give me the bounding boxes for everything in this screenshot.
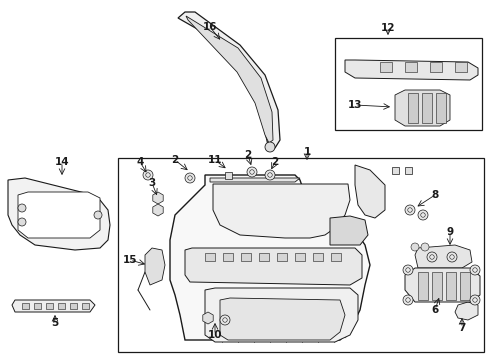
Circle shape [94, 211, 102, 219]
Circle shape [446, 252, 456, 262]
Bar [58, 303, 65, 309]
Bar [223, 253, 232, 261]
Bar [459, 272, 469, 300]
Bar [82, 303, 89, 309]
Text: 12: 12 [380, 23, 394, 33]
Text: 14: 14 [55, 157, 69, 167]
Bar [334, 38, 481, 130]
Polygon shape [184, 248, 361, 285]
Polygon shape [354, 165, 384, 218]
Polygon shape [152, 192, 163, 204]
Text: 13: 13 [347, 100, 362, 110]
Bar [391, 167, 398, 174]
Bar [34, 303, 41, 309]
Polygon shape [379, 62, 391, 72]
Bar [312, 253, 323, 261]
Polygon shape [145, 248, 164, 285]
Bar [431, 272, 441, 300]
Polygon shape [8, 178, 110, 250]
Polygon shape [329, 216, 367, 245]
Polygon shape [204, 288, 357, 342]
Polygon shape [152, 204, 163, 216]
Circle shape [18, 218, 26, 226]
Bar [330, 253, 340, 261]
Polygon shape [203, 312, 213, 324]
Bar [241, 253, 250, 261]
Circle shape [426, 252, 436, 262]
Circle shape [410, 243, 418, 251]
Text: 3: 3 [148, 178, 155, 188]
Polygon shape [414, 245, 471, 268]
Text: 11: 11 [207, 155, 222, 165]
Polygon shape [404, 268, 479, 302]
Polygon shape [178, 12, 280, 148]
Bar [407, 93, 417, 123]
Bar [204, 253, 215, 261]
Bar [118, 158, 483, 352]
Circle shape [420, 243, 428, 251]
Bar [70, 303, 77, 309]
Polygon shape [213, 184, 349, 238]
Circle shape [220, 315, 229, 325]
Bar [435, 93, 445, 123]
Circle shape [469, 295, 479, 305]
Polygon shape [209, 178, 299, 182]
Bar [294, 253, 305, 261]
Circle shape [402, 295, 412, 305]
Circle shape [402, 265, 412, 275]
Polygon shape [429, 62, 441, 72]
Text: 2: 2 [271, 157, 278, 167]
Text: 9: 9 [446, 227, 453, 237]
Bar [259, 253, 268, 261]
Circle shape [18, 204, 26, 212]
Polygon shape [220, 298, 345, 340]
Text: 16: 16 [203, 22, 217, 32]
Bar [224, 172, 231, 179]
Bar [417, 272, 427, 300]
Circle shape [264, 170, 274, 180]
Polygon shape [18, 192, 100, 238]
Polygon shape [185, 16, 272, 143]
Polygon shape [12, 300, 95, 312]
Bar [22, 303, 29, 309]
Circle shape [246, 167, 257, 177]
Polygon shape [394, 90, 449, 126]
Circle shape [417, 210, 427, 220]
Text: 10: 10 [207, 330, 222, 340]
Text: 1: 1 [303, 147, 310, 157]
Text: 6: 6 [430, 305, 438, 315]
Text: 15: 15 [122, 255, 137, 265]
Text: 8: 8 [430, 190, 438, 200]
Circle shape [142, 170, 153, 180]
Polygon shape [404, 62, 416, 72]
Bar [276, 253, 286, 261]
Text: 2: 2 [244, 150, 251, 160]
Text: 4: 4 [136, 157, 143, 167]
Text: 5: 5 [51, 318, 59, 328]
Bar [46, 303, 53, 309]
Bar [421, 93, 431, 123]
Circle shape [184, 173, 195, 183]
Bar [445, 272, 455, 300]
Polygon shape [345, 60, 477, 80]
Circle shape [404, 205, 414, 215]
Polygon shape [170, 175, 369, 340]
Circle shape [264, 142, 274, 152]
Text: 7: 7 [457, 323, 465, 333]
Circle shape [469, 265, 479, 275]
Polygon shape [454, 302, 477, 320]
Text: 2: 2 [171, 155, 178, 165]
Bar [404, 167, 411, 174]
Polygon shape [454, 62, 466, 72]
